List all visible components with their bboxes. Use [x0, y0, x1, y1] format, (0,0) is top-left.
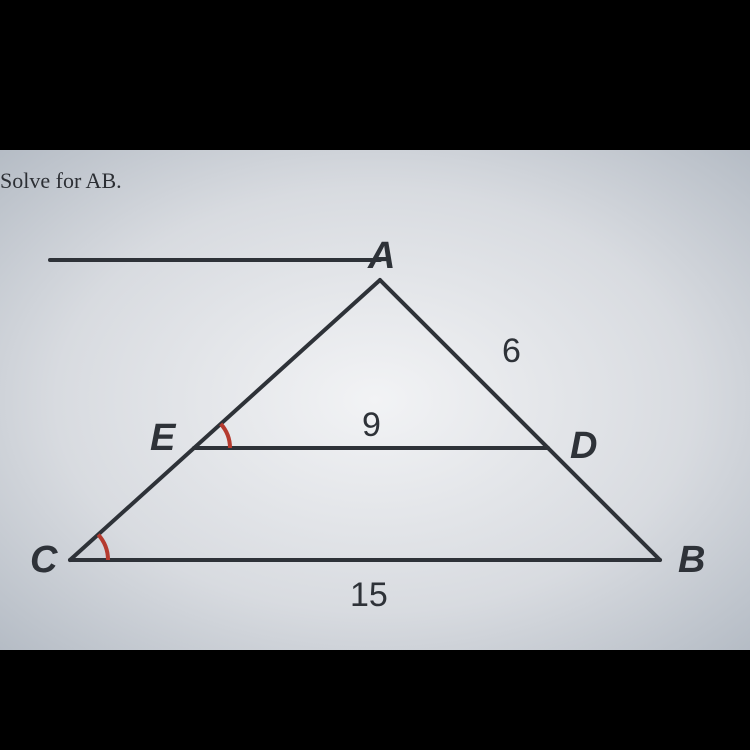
- angle-arc-E: [221, 424, 230, 448]
- measure-CB: 15: [350, 576, 388, 614]
- edge-AB: [380, 280, 660, 560]
- label-E: E: [150, 417, 177, 459]
- edge-CA: [70, 280, 380, 560]
- label-A: A: [367, 235, 395, 277]
- figure-svg: A B C D E 6 9 15: [50, 260, 690, 620]
- angle-arc-C: [98, 535, 108, 560]
- triangle-figure: A B C D E 6 9 15: [50, 260, 690, 620]
- problem-prompt: Solve for AB.: [0, 168, 122, 194]
- label-C: C: [30, 539, 58, 581]
- content-area: Solve for AB. A B C D E 6 9 15: [0, 150, 750, 650]
- measure-ED: 9: [362, 406, 381, 444]
- label-D: D: [570, 425, 597, 467]
- measure-AD: 6: [502, 332, 521, 370]
- label-B: B: [678, 539, 705, 581]
